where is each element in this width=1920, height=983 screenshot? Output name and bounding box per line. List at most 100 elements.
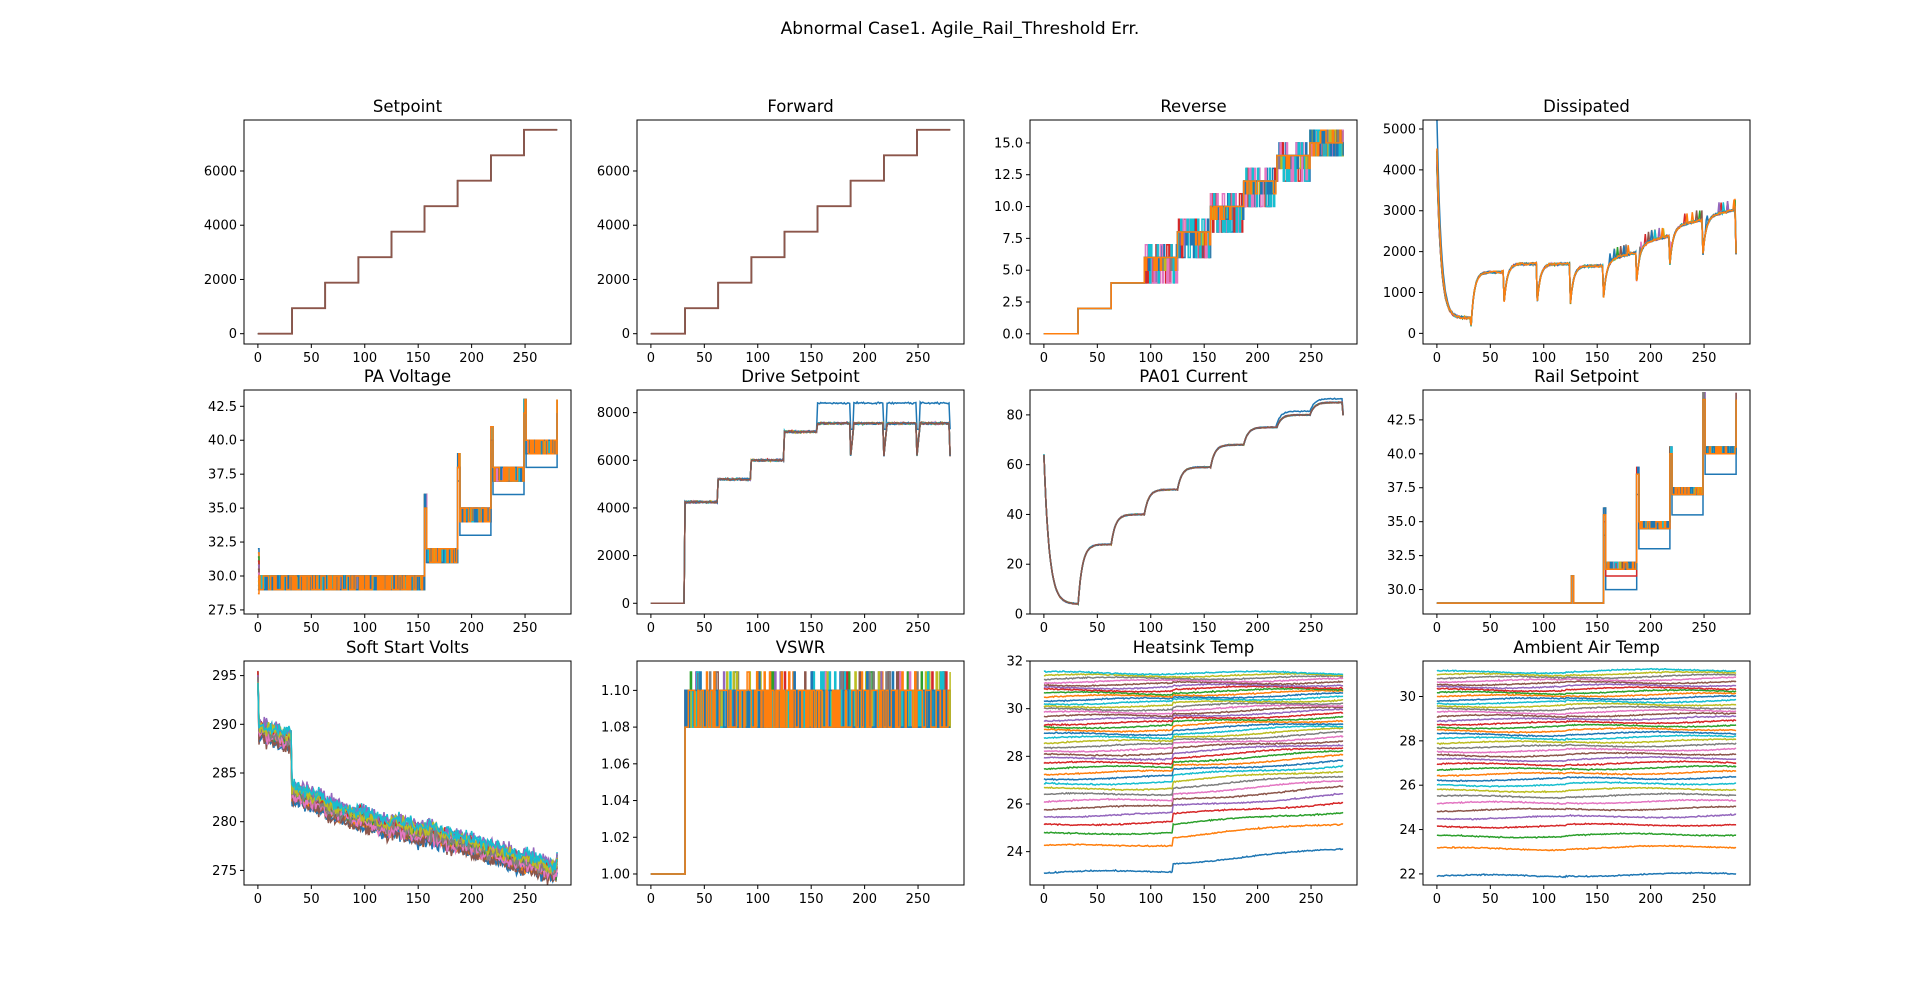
series-group: [1436, 391, 1737, 604]
series-line: [1436, 726, 1737, 734]
x-tick-label: 150: [1585, 892, 1610, 907]
series-line: [1436, 832, 1737, 839]
series-line: [1043, 727, 1344, 745]
x-tick-label: 200: [459, 621, 484, 636]
subplot-title: Ambient Air Temp: [1513, 638, 1660, 657]
y-tick-label: 2000: [204, 273, 237, 288]
x-tick-label: 200: [1638, 351, 1663, 366]
x-tick-label: 50: [696, 351, 713, 366]
series-line: [1436, 708, 1737, 716]
series-line: [1043, 715, 1344, 730]
series-line: [1436, 723, 1737, 730]
x-tick-label: 0: [254, 892, 262, 907]
y-tick-label: 42.5: [208, 400, 237, 415]
series-line: [1436, 714, 1737, 723]
y-tick-label: 24: [1006, 845, 1023, 860]
series-line: [1043, 747, 1344, 766]
x-tick-label: 150: [406, 621, 431, 636]
x-tick-label: 200: [1245, 621, 1270, 636]
series-group: [1043, 129, 1344, 335]
axes-frame: [243, 119, 572, 345]
y-tick-label: 1.06: [601, 757, 630, 772]
subplot-vswr: VSWR 0 50 100 150 200 250 1.00 1.02 1.04 1.06 1.08 1…: [601, 638, 965, 907]
y-tick-label: 15.0: [994, 136, 1023, 151]
subplot-title: Forward: [767, 97, 833, 116]
x-tick-label: 50: [303, 351, 320, 366]
y-tick-label: 27.5: [208, 603, 237, 618]
series-line: [1436, 844, 1737, 852]
series-line-top: [257, 128, 558, 335]
series-group: [1436, 120, 1737, 327]
series-line: [1436, 769, 1737, 777]
y-tick-label: 24: [1399, 823, 1416, 838]
series-group: [257, 128, 558, 335]
series-line: [1043, 719, 1344, 733]
subplot-dissipated: Dissipated 0 50 100 150 200 250 0 1000 2000 3000 40…: [1383, 97, 1751, 366]
subplot-rail-setpoint: Rail Setpoint 0 50 100 150 200 250 30.0 32.5 35.0…: [1387, 367, 1751, 636]
figure-suptitle: Abnormal Case1. Agile_Rail_Threshold Err…: [781, 19, 1140, 39]
series-line: [257, 677, 558, 885]
series-line: [1436, 798, 1737, 806]
series-line: [1043, 771, 1344, 792]
series-line: [1043, 775, 1344, 797]
x-tick-label: 50: [1089, 351, 1106, 366]
subplot-soft-start-volts: Soft Start Volts 0 50 100 150 200 250 275 280 285…: [212, 638, 572, 907]
y-tick-label: 295: [212, 669, 237, 684]
x-tick-label: 250: [906, 892, 931, 907]
series-line: [1043, 759, 1344, 781]
series-line: [1043, 698, 1344, 710]
y-tick-label: 37.5: [1387, 481, 1416, 496]
subplot-forward: Forward 0 50 100 150 200 250 0 2000 4000 6000: [597, 97, 965, 366]
x-tick-label: 200: [459, 351, 484, 366]
y-tick-label: 2000: [597, 549, 630, 564]
series-group: [650, 128, 951, 335]
series-line: [1043, 680, 1344, 688]
x-tick-label: 150: [1192, 351, 1217, 366]
series-line: [1436, 682, 1737, 690]
y-tick-label: 1.10: [601, 684, 630, 699]
y-tick-label: 35.0: [208, 502, 237, 517]
axes-frame: [1029, 119, 1358, 345]
series-line: [1043, 401, 1344, 605]
series-line: [1043, 811, 1344, 836]
axes-frame: [243, 389, 572, 615]
y-tick-label: 37.5: [208, 468, 237, 483]
x-tick-label: 250: [1299, 351, 1324, 366]
x-tick-label: 0: [254, 351, 262, 366]
series-line: [1043, 707, 1344, 723]
axes-frame: [636, 660, 965, 886]
series-line: [1436, 760, 1737, 767]
x-tick-label: 100: [745, 351, 770, 366]
series-line: [1436, 737, 1737, 746]
x-tick-label: 200: [1638, 621, 1663, 636]
series-line: [1043, 734, 1344, 753]
y-tick-label: 40: [1006, 508, 1023, 523]
series-line: [1436, 148, 1737, 326]
series-line: [1043, 722, 1344, 737]
series-line: [1043, 672, 1344, 679]
axes-frame: [1422, 389, 1751, 615]
y-tick-label: 7.5: [1002, 232, 1023, 247]
x-tick-label: 250: [1692, 351, 1717, 366]
y-tick-label: 60: [1006, 458, 1023, 473]
y-tick-label: 30: [1399, 690, 1416, 705]
x-tick-label: 250: [1692, 621, 1717, 636]
x-tick-label: 0: [1433, 351, 1441, 366]
y-tick-label: 1.04: [601, 794, 630, 809]
series-line: [1436, 734, 1737, 741]
y-tick-label: 0: [1408, 327, 1416, 342]
series-line: [1436, 698, 1737, 706]
subplot-drive-setpoint: Drive Setpoint 0 50 100 150 200 250 0 2000 4000 60…: [597, 367, 965, 636]
y-tick-label: 30.0: [208, 569, 237, 584]
x-tick-label: 250: [513, 351, 538, 366]
x-tick-label: 150: [1192, 892, 1217, 907]
series-group: [1043, 397, 1344, 606]
y-tick-label: 1.02: [601, 831, 630, 846]
y-tick-label: 0: [622, 597, 630, 612]
y-tick-label: 30.0: [1387, 583, 1416, 598]
x-tick-label: 100: [1138, 351, 1163, 366]
subplot-reverse: Reverse 0 50 100 150 200 250 0.0 2.5 5.0 7.5 10.0 12…: [994, 97, 1358, 366]
series-line: [1436, 775, 1737, 783]
y-tick-label: 4000: [597, 501, 630, 516]
y-tick-label: 4000: [1383, 163, 1416, 178]
